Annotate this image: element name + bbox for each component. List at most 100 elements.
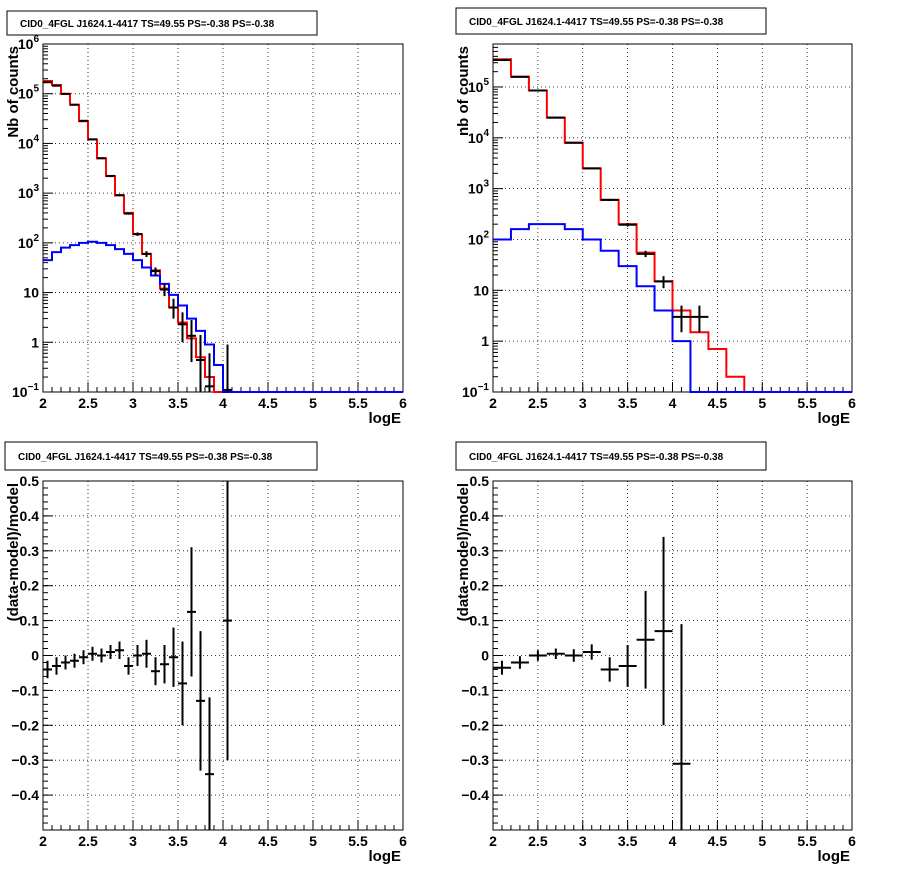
residual-point	[582, 644, 601, 660]
data-point	[600, 198, 619, 202]
y-tick-label: −0.1	[461, 682, 489, 698]
residual-point	[672, 624, 691, 830]
y-tick-label: 103	[18, 183, 40, 201]
x-tick-label: 3	[129, 395, 137, 411]
x-tick-label: 5	[309, 833, 317, 849]
x-tick-label: 3	[579, 395, 587, 411]
residual-point	[196, 631, 205, 771]
y-tick-label: 0	[31, 648, 39, 664]
chart-title-frame	[4, 441, 318, 471]
data-point	[493, 58, 511, 61]
chart-panel-2: CID0_4FGL J1624.1-4417 TS=49.55 PS=-0.38…	[455, 7, 856, 427]
y-tick-label: 0.1	[470, 613, 490, 629]
x-tick-label: 5.5	[797, 395, 817, 411]
chart-panel-3: CID0_4FGL J1624.1-4417 TS=49.55 PS=-0.38…	[4, 441, 407, 865]
x-tick-label: 3.5	[168, 833, 188, 849]
y-tick-label: −0.4	[11, 787, 39, 803]
x-tick-label: 4.5	[258, 833, 278, 849]
data-point	[79, 119, 88, 122]
y-tick-label: 104	[468, 128, 490, 146]
residual-point	[187, 547, 196, 677]
chart-panel-4: CID0_4FGL J1624.1-4417 TS=49.55 PS=-0.38…	[455, 441, 856, 865]
chart-title: CID0_4FGL J1624.1-4417 TS=49.55 PS=-0.38…	[469, 17, 724, 28]
y-tick-label: 102	[18, 233, 40, 251]
x-tick-label: 2.5	[78, 833, 98, 849]
y-tick-label: 10−1	[12, 382, 39, 400]
x-tick-label: 5.5	[348, 395, 368, 411]
residual-point	[88, 646, 97, 661]
y-tick-label: 0	[481, 648, 489, 664]
y-axis-title: Nb of counts	[5, 46, 22, 138]
x-tick-label: 5	[758, 833, 766, 849]
residual-point	[160, 645, 169, 684]
data-point	[187, 320, 196, 363]
residual-point	[61, 655, 70, 670]
chart-title-box: CID0_4FGL J1624.1-4417 TS=49.55 PS=-0.38…	[4, 441, 318, 471]
model-source-line	[43, 240, 403, 393]
y-tick-label: 10	[23, 285, 39, 301]
x-tick-label: 6	[399, 395, 407, 411]
y-tick-label: −0.3	[461, 752, 489, 768]
data-point	[106, 174, 115, 177]
y-tick-label: −0.4	[461, 787, 489, 803]
data-point	[151, 267, 160, 276]
x-tick-label: 2	[489, 395, 497, 411]
residual-point	[70, 653, 79, 668]
chart-panel-1: CID0_4FGL J1624.1-4417 TS=49.55 PS=-0.38…	[5, 10, 407, 427]
data-point	[546, 116, 565, 119]
residual-point	[205, 697, 214, 830]
data-point	[70, 103, 79, 106]
x-tick-label: 5.5	[348, 833, 368, 849]
data-point	[618, 223, 637, 227]
y-axis-title: nb of counts	[455, 46, 472, 136]
y-axis: −0.4 −0.3 −0.2 −0.1 0 0.1 0.2 0.3 0.4 0.5(data-mo…	[455, 473, 852, 831]
y-tick-label: 1	[481, 333, 489, 349]
x-tick-label: 2.5	[528, 833, 548, 849]
x-tick-label: 5.5	[797, 833, 817, 849]
data-point	[169, 298, 178, 319]
residual-point	[79, 650, 88, 665]
y-tick-label: 0.4	[470, 508, 490, 524]
chart-title: CID0_4FGL J1624.1-4417 TS=49.55 PS=-0.38…	[20, 19, 275, 30]
data-point	[528, 89, 547, 92]
data-point	[115, 194, 124, 197]
model-source-line	[493, 223, 852, 393]
residual-point	[600, 657, 619, 682]
residual-point	[546, 648, 565, 659]
data-point	[178, 312, 187, 343]
y-tick-label: −0.3	[11, 752, 39, 768]
x-axis-title: logE	[369, 848, 402, 865]
x-tick-label: 2	[489, 833, 497, 849]
data-point	[654, 276, 673, 289]
x-tick-label: 4.5	[708, 833, 728, 849]
y-tick-label: 103	[468, 179, 490, 197]
y-tick-label: 104	[18, 133, 40, 151]
x-tick-label: 2.5	[528, 395, 548, 411]
x-tick-label: 3.5	[618, 833, 638, 849]
y-tick-label: 106	[18, 34, 40, 52]
residual-point	[493, 660, 511, 675]
data-point	[133, 232, 142, 236]
y-tick-label: −0.2	[461, 717, 489, 733]
y-tick-label: 0.5	[20, 473, 40, 489]
y-tick-label: 105	[468, 77, 490, 95]
x-axis-title: logE	[818, 848, 851, 865]
y-tick-label: −0.2	[11, 717, 39, 733]
data-point	[52, 84, 61, 87]
chart-title: CID0_4FGL J1624.1-4417 TS=49.55 PS=-0.38…	[18, 452, 273, 463]
residual-point	[654, 536, 673, 726]
residual-point	[223, 481, 232, 761]
chart-title-frame	[455, 441, 767, 471]
y-tick-label: 0.1	[20, 613, 40, 629]
chart-title-frame	[6, 10, 318, 36]
x-tick-label: 4.5	[258, 395, 278, 411]
data-point	[636, 250, 655, 258]
residual-point	[52, 657, 61, 675]
y-axis-title: (data-model)/model	[455, 483, 472, 621]
